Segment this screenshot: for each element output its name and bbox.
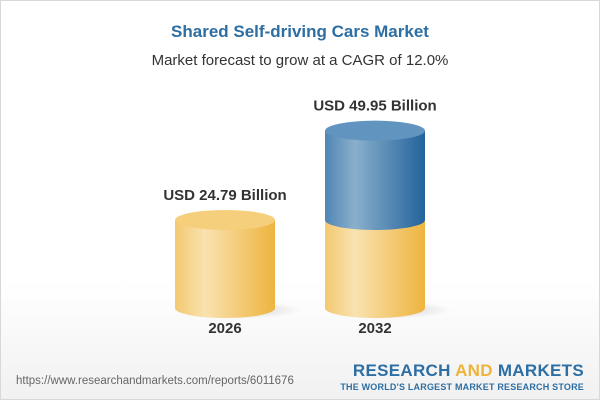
cylinder-growth-bottom [325, 209, 425, 230]
chart-title: Shared Self-driving Cars Market [171, 22, 429, 41]
logo-tagline: THE WORLD'S LARGEST MARKET RESEARCH STOR… [340, 382, 584, 392]
cylinder-bottom [175, 298, 275, 318]
source-url[interactable]: https://www.researchandmarkets.com/repor… [16, 375, 294, 387]
category-label: 2032 [358, 320, 391, 337]
data-label: USD 49.95 Billion [313, 98, 436, 115]
cylinder-body-growth [325, 130, 425, 220]
logo-text-markets: MARKETS [492, 361, 584, 380]
brand-logo: RESEARCH AND MARKETS THE WORLD'S LARGEST… [340, 361, 584, 392]
data-label: USD 24.79 Billion [163, 187, 286, 204]
logo-text-and: AND [455, 361, 493, 380]
cylinder-top [325, 120, 425, 141]
logo-text: RESEARCH [352, 361, 456, 380]
category-label: 2026 [208, 320, 241, 337]
cylinder-body-base [175, 219, 275, 308]
chart-subtitle: Market forecast to grow at a CAGR of 12.… [151, 52, 449, 69]
cylinder-top [175, 209, 275, 230]
cylinder-bottom [325, 298, 425, 318]
cylinder-body-base [325, 219, 425, 308]
